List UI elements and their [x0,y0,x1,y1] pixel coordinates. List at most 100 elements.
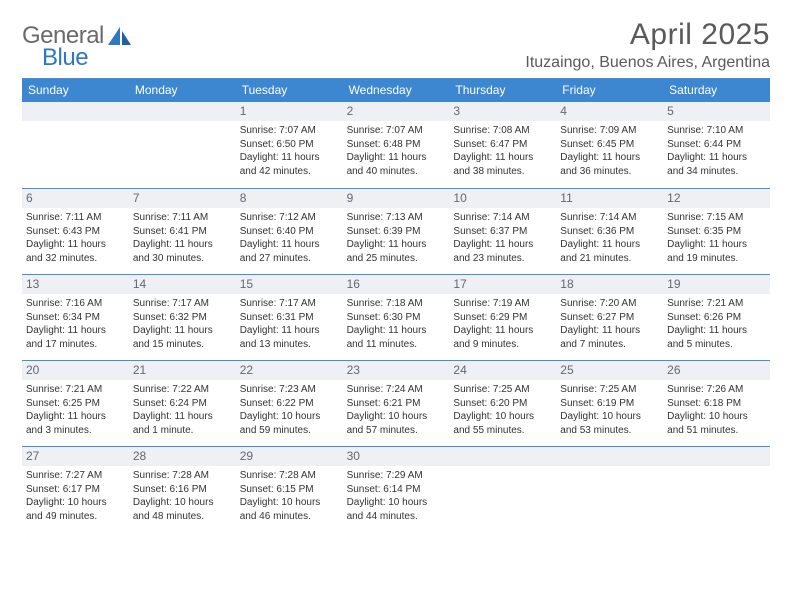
day-number: 9 [343,189,450,208]
sunrise-text: Sunrise: 7:24 AM [347,383,446,397]
sunrise-text: Sunrise: 7:14 AM [560,211,659,225]
daylight-text: Daylight: 11 hours and 42 minutes. [240,151,339,178]
calendar-cell: 3Sunrise: 7:08 AMSunset: 6:47 PMDaylight… [449,102,556,188]
daylight-text: Daylight: 10 hours and 53 minutes. [560,410,659,437]
daylight-text: Daylight: 10 hours and 51 minutes. [667,410,766,437]
day-number: 10 [449,189,556,208]
sunset-text: Sunset: 6:45 PM [560,138,659,152]
daylight-text: Daylight: 11 hours and 32 minutes. [26,238,125,265]
calendar-cell: 29Sunrise: 7:28 AMSunset: 6:15 PMDayligh… [236,446,343,532]
day-number: 27 [22,447,129,466]
daylight-text: Daylight: 10 hours and 46 minutes. [240,496,339,523]
daylight-text: Daylight: 11 hours and 21 minutes. [560,238,659,265]
day-number [22,102,129,121]
day-number: 22 [236,361,343,380]
calendar-cell: 12Sunrise: 7:15 AMSunset: 6:35 PMDayligh… [663,188,770,274]
sunrise-text: Sunrise: 7:29 AM [347,469,446,483]
daylight-text: Daylight: 11 hours and 38 minutes. [453,151,552,178]
sunset-text: Sunset: 6:22 PM [240,397,339,411]
sunset-text: Sunset: 6:36 PM [560,225,659,239]
day-number: 14 [129,275,236,294]
calendar-cell: 25Sunrise: 7:25 AMSunset: 6:19 PMDayligh… [556,360,663,446]
day-header: Sunday [22,79,129,102]
sunset-text: Sunset: 6:40 PM [240,225,339,239]
sunrise-text: Sunrise: 7:17 AM [133,297,232,311]
sunset-text: Sunset: 6:27 PM [560,311,659,325]
daylight-text: Daylight: 11 hours and 3 minutes. [26,410,125,437]
daylight-text: Daylight: 11 hours and 36 minutes. [560,151,659,178]
day-number: 17 [449,275,556,294]
sunrise-text: Sunrise: 7:07 AM [347,124,446,138]
sunrise-text: Sunrise: 7:11 AM [26,211,125,225]
sunrise-text: Sunrise: 7:28 AM [133,469,232,483]
sunset-text: Sunset: 6:39 PM [347,225,446,239]
sunset-text: Sunset: 6:31 PM [240,311,339,325]
sunrise-text: Sunrise: 7:23 AM [240,383,339,397]
day-number [556,447,663,466]
day-number [449,447,556,466]
daylight-text: Daylight: 11 hours and 5 minutes. [667,324,766,351]
calendar-cell: 18 Sunrise: 7:20 AMSunset: 6:27 PMDayligh… [556,274,663,360]
daylight-text: Daylight: 11 hours and 30 minutes. [133,238,232,265]
sunset-text: Sunset: 6:25 PM [26,397,125,411]
calendar-cell [22,102,129,188]
daylight-text: Daylight: 11 hours and 17 minutes. [26,324,125,351]
calendar-cell: 5Sunrise: 7:10 AMSunset: 6:44 PMDaylight… [663,102,770,188]
daylight-text: Daylight: 11 hours and 7 minutes. [560,324,659,351]
calendar-cell: 1Sunrise: 7:07 AMSunset: 6:50 PMDaylight… [236,102,343,188]
sunset-text: Sunset: 6:24 PM [133,397,232,411]
calendar-cell: 27Sunrise: 7:27 AMSunset: 6:17 PMDayligh… [22,446,129,532]
sunset-text: Sunset: 6:50 PM [240,138,339,152]
day-number: 11 [556,189,663,208]
calendar-cell: 4Sunrise: 7:09 AMSunset: 6:45 PMDaylight… [556,102,663,188]
logo-word-2: Blue [22,46,104,70]
day-number: 1 [236,102,343,121]
daylight-text: Daylight: 10 hours and 49 minutes. [26,496,125,523]
logo-sail-icon [107,26,133,51]
calendar-cell: 26Sunrise: 7:26 AMSunset: 6:18 PMDayligh… [663,360,770,446]
calendar-cell: 14Sunrise: 7:17 AMSunset: 6:32 PMDayligh… [129,274,236,360]
sunset-text: Sunset: 6:47 PM [453,138,552,152]
day-number: 29 [236,447,343,466]
daylight-text: Daylight: 10 hours and 59 minutes. [240,410,339,437]
sunrise-text: Sunrise: 7:28 AM [240,469,339,483]
calendar-cell: 11 Sunrise: 7:14 AMSunset: 6:36 PMDayligh… [556,188,663,274]
daylight-text: Daylight: 10 hours and 55 minutes. [453,410,552,437]
day-number: 3 [449,102,556,121]
day-number: 18 [556,275,663,294]
logo: General Blue [22,18,133,70]
sunset-text: Sunset: 6:16 PM [133,483,232,497]
day-header: Wednesday [343,79,450,102]
calendar-cell: 7Sunrise: 7:11 AMSunset: 6:41 PMDaylight… [129,188,236,274]
day-number: 26 [663,361,770,380]
sunrise-text: Sunrise: 7:26 AM [667,383,766,397]
sunset-text: Sunset: 6:17 PM [26,483,125,497]
calendar-cell [556,446,663,532]
calendar-cell [663,446,770,532]
calendar-cell: 2Sunrise: 7:07 AMSunset: 6:48 PMDaylight… [343,102,450,188]
sunset-text: Sunset: 6:37 PM [453,225,552,239]
sunset-text: Sunset: 6:48 PM [347,138,446,152]
sunrise-text: Sunrise: 7:25 AM [560,383,659,397]
calendar-cell: 28Sunrise: 7:28 AMSunset: 6:16 PMDayligh… [129,446,236,532]
day-number: 5 [663,102,770,121]
day-number: 25 [556,361,663,380]
sunrise-text: Sunrise: 7:12 AM [240,211,339,225]
sunrise-text: Sunrise: 7:20 AM [560,297,659,311]
day-number: 28 [129,447,236,466]
sunset-text: Sunset: 6:20 PM [453,397,552,411]
calendar-cell: 15Sunrise: 7:17 AMSunset: 6:31 PMDayligh… [236,274,343,360]
calendar-cell: 21Sunrise: 7:22 AMSunset: 6:24 PMDayligh… [129,360,236,446]
daylight-text: Daylight: 11 hours and 1 minute. [133,410,232,437]
sunset-text: Sunset: 6:41 PM [133,225,232,239]
day-number: 24 [449,361,556,380]
sunrise-text: Sunrise: 7:09 AM [560,124,659,138]
daylight-text: Daylight: 11 hours and 11 minutes. [347,324,446,351]
calendar-cell: 9Sunrise: 7:13 AMSunset: 6:39 PMDaylight… [343,188,450,274]
sunset-text: Sunset: 6:21 PM [347,397,446,411]
day-number: 8 [236,189,343,208]
daylight-text: Daylight: 11 hours and 19 minutes. [667,238,766,265]
daylight-text: Daylight: 11 hours and 23 minutes. [453,238,552,265]
daylight-text: Daylight: 11 hours and 15 minutes. [133,324,232,351]
sunset-text: Sunset: 6:14 PM [347,483,446,497]
